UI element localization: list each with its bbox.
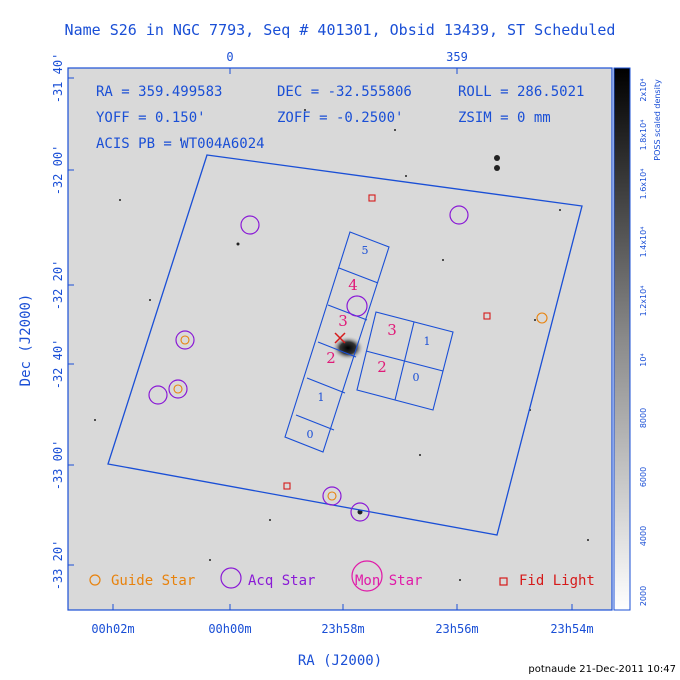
fid-light-marker — [483, 312, 491, 320]
chip-label-i2: 2 — [377, 358, 387, 376]
zsim-value: ZSIM = 0 mm — [458, 110, 551, 126]
acq-star-marker — [168, 379, 188, 399]
x-tick-label: 23h54m — [550, 622, 593, 636]
colorbar-tick-label: 6000 — [639, 467, 648, 487]
legend-acq-label: Acq Star — [248, 573, 315, 589]
acis-value: ACIS PB = WT004A6024 — [96, 136, 265, 152]
ra-value: RA = 359.499583 — [96, 84, 222, 100]
guide-star-marker — [180, 335, 190, 345]
dec-value: DEC = -32.555806 — [277, 84, 412, 100]
colorbar-ticks: 2000 4000 6000 8000 10⁴ 1.2x10⁴ 1.4x10⁴ … — [639, 78, 648, 606]
chip-label-s1: 1 — [318, 391, 325, 404]
x-axis-ticks: 00h02m 00h00m 23h58m 23h56m 23h54m — [91, 622, 593, 636]
galaxy-ngc7793 — [332, 336, 364, 360]
x-axis-label: RA (J2000) — [298, 653, 382, 669]
chip-label-s4: 4 — [348, 276, 358, 294]
legend-mon-label: Mon Star — [355, 573, 422, 589]
x-tick-label: 23h56m — [435, 622, 478, 636]
colorbar-tick-label: 1.2x10⁴ — [639, 286, 648, 317]
colorbar-label: POSS scaled density — [653, 79, 662, 161]
chip-label-i1: 1 — [424, 335, 431, 348]
stars — [94, 109, 589, 581]
guide-star-marker — [173, 384, 183, 394]
chip-labels: 5 4 3 2 1 0 3 1 2 0 — [307, 244, 431, 441]
x-tick-label: 00h02m — [91, 622, 134, 636]
colorbar-tick-label: 1.4x10⁴ — [639, 227, 648, 258]
fid-light-marker — [283, 482, 291, 490]
chip-label-i3: 3 — [387, 321, 397, 339]
acis-i-array — [356, 311, 454, 411]
legend: Guide Star Acq Star Mon Star Fid Light — [89, 560, 595, 592]
plot-frame — [67, 67, 613, 611]
y-axis-label: Dec (J2000) — [18, 294, 34, 387]
y-tick-label: -33 20' — [51, 540, 65, 591]
chip-label-s0: 0 — [307, 428, 314, 441]
colorbar-tick-label: 8000 — [639, 408, 648, 428]
acq-star-marker — [346, 295, 368, 317]
colorbar-tick-label: 1.6x10⁴ — [639, 169, 648, 200]
colorbar-tick-label: 1.8x10⁴ — [639, 120, 648, 151]
zoff-value: ZOFF = -0.2500' — [277, 110, 403, 126]
colorbar — [613, 67, 631, 611]
colorbar-tick-label: 4000 — [639, 526, 648, 546]
x-tick-label: 00h00m — [208, 622, 251, 636]
top-tick-label: 359 — [446, 50, 468, 64]
y-tick-label: -33 00' — [51, 440, 65, 491]
chip-label-s2: 2 — [326, 349, 336, 367]
guide-star-marker — [327, 491, 337, 501]
guide-stars — [173, 312, 548, 501]
y-tick-label: -32 40' — [51, 339, 65, 390]
yoff-value: YOFF = 0.150' — [96, 110, 206, 126]
colorbar-tick-label: 2000 — [639, 586, 648, 606]
mon-star-legend-icon — [351, 560, 383, 592]
acq-star-marker — [175, 330, 195, 350]
target-marker — [334, 332, 346, 344]
legend-guide-label: Guide Star — [111, 573, 195, 589]
legend-fid-label: Fid Light — [519, 573, 595, 589]
acq-star-marker — [240, 215, 260, 235]
guide-star-marker — [536, 312, 548, 324]
y-tick-label: -31 40' — [51, 53, 65, 104]
plot-title: Name S26 in NGC 7793, Seq # 401301, Obsi… — [65, 21, 616, 39]
fid-light-legend-icon — [499, 577, 508, 586]
fid-lights — [283, 194, 491, 490]
acis-s-array — [284, 231, 390, 453]
fid-light-marker — [368, 194, 376, 202]
acq-star-marker — [350, 502, 370, 522]
x-tick-label: 23h58m — [321, 622, 364, 636]
y-tick-label: -32 00' — [51, 145, 65, 196]
colorbar-tick-label: 10⁴ — [639, 353, 648, 366]
y-axis-ticks: -31 40' -32 00' -32 20' -32 40' -33 00' … — [51, 53, 65, 591]
acq-star-legend-icon — [220, 567, 242, 589]
acq-stars — [148, 205, 469, 522]
chip-label-s3: 3 — [338, 312, 348, 330]
roll-value: ROLL = 286.5021 — [458, 84, 584, 100]
pointing-info: RA = 359.499583 DEC = -32.555806 ROLL = … — [96, 84, 584, 152]
acq-star-marker — [449, 205, 469, 225]
acq-star-marker — [322, 486, 342, 506]
y-tick-label: -32 20' — [51, 260, 65, 311]
footer-stamp: potnaude 21-Dec-2011 10:47 — [528, 664, 676, 675]
acq-star-marker — [148, 385, 168, 405]
field-of-view-outline — [107, 154, 583, 536]
guide-star-legend-icon — [89, 574, 101, 586]
top-tick-label: 0 — [226, 50, 233, 64]
chip-label-i0: 0 — [413, 371, 420, 384]
colorbar-tick-label: 2x10⁴ — [639, 78, 648, 101]
chip-label-s5: 5 — [362, 244, 369, 257]
top-axis: 0 359 — [226, 50, 467, 64]
